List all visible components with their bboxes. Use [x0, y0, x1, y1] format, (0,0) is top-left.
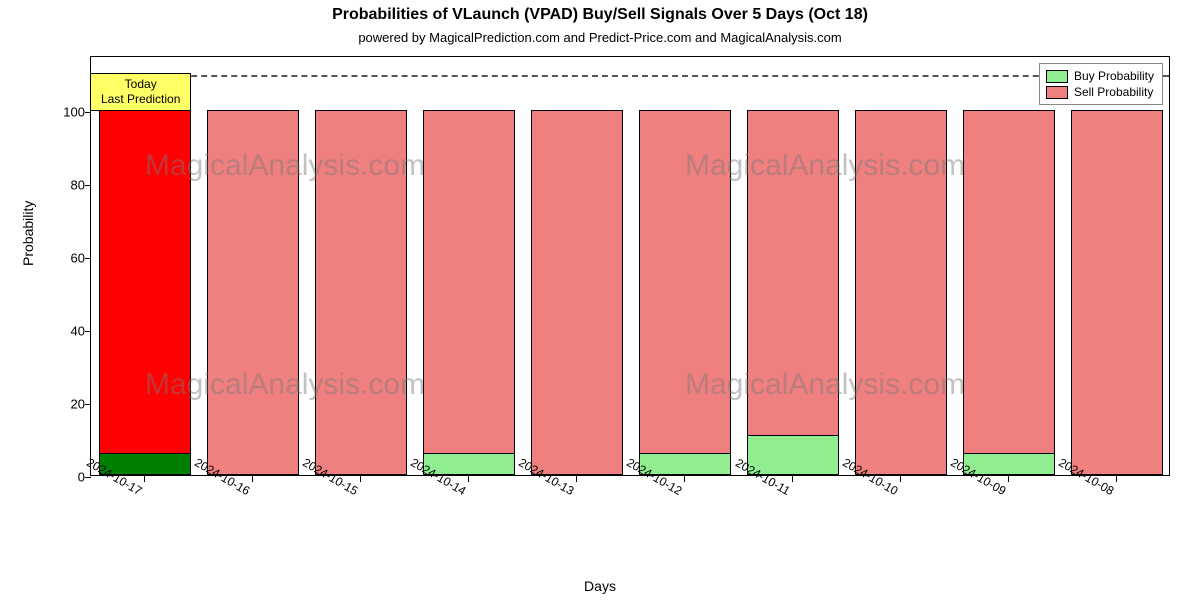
y-tick-label: 40 — [49, 323, 85, 338]
figure: Probabilities of VLaunch (VPAD) Buy/Sell… — [0, 0, 1200, 600]
x-tick-mark — [900, 476, 901, 482]
sell-bar — [855, 110, 947, 475]
sell-bar — [531, 110, 623, 475]
legend-swatch — [1046, 70, 1068, 83]
x-tick-mark — [252, 476, 253, 482]
legend: Buy Probability Sell Probability — [1039, 63, 1163, 105]
sell-bar — [1071, 110, 1163, 475]
x-axis-label: Days — [0, 578, 1200, 594]
plot-area: Buy Probability Sell Probability TodayLas… — [90, 56, 1170, 476]
goal-line — [91, 75, 1169, 77]
legend-swatch — [1046, 86, 1068, 99]
x-tick-mark — [1116, 476, 1117, 482]
legend-label: Buy Probability — [1074, 69, 1154, 83]
x-tick-mark — [1008, 476, 1009, 482]
chart-subtitle: powered by MagicalPrediction.com and Pre… — [0, 30, 1200, 45]
y-tick-label: 60 — [49, 250, 85, 265]
y-tick-label: 80 — [49, 177, 85, 192]
y-tick-label: 0 — [49, 470, 85, 485]
x-tick-mark — [792, 476, 793, 482]
sell-bar — [639, 110, 731, 475]
sell-bar — [963, 110, 1055, 475]
sell-bar — [423, 110, 515, 475]
y-tick-label: 20 — [49, 396, 85, 411]
sell-bar — [315, 110, 407, 475]
today-note: TodayLast Prediction — [90, 73, 191, 111]
bars-layer — [91, 57, 1169, 475]
sell-bar — [207, 110, 299, 475]
legend-row: Buy Probability — [1046, 68, 1154, 84]
y-tick-mark — [85, 112, 91, 113]
legend-row: Sell Probability — [1046, 84, 1154, 100]
x-tick-mark — [468, 476, 469, 482]
chart-title: Probabilities of VLaunch (VPAD) Buy/Sell… — [0, 6, 1200, 24]
y-tick-mark — [85, 331, 91, 332]
y-tick-mark — [85, 258, 91, 259]
note-line: Today — [101, 77, 180, 92]
x-tick-mark — [576, 476, 577, 482]
x-tick-mark — [144, 476, 145, 482]
note-line: Last Prediction — [101, 92, 180, 107]
y-tick-mark — [85, 404, 91, 405]
y-tick-mark — [85, 477, 91, 478]
sell-bar — [99, 110, 191, 475]
sell-bar — [747, 110, 839, 475]
x-tick-mark — [684, 476, 685, 482]
y-tick-mark — [85, 185, 91, 186]
legend-label: Sell Probability — [1074, 85, 1153, 99]
y-tick-label: 100 — [49, 104, 85, 119]
y-axis-label: Probability — [20, 201, 36, 266]
x-tick-mark — [360, 476, 361, 482]
